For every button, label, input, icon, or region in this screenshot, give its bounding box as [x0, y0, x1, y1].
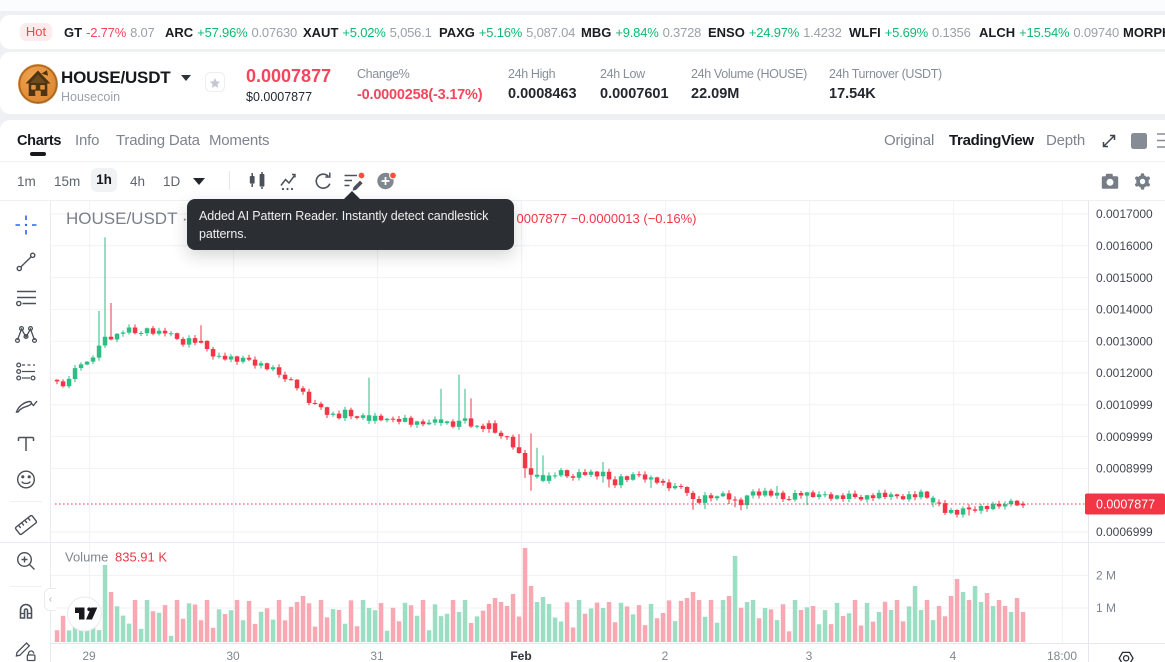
svg-text:2: 2 [662, 649, 669, 662]
svg-text:3: 3 [806, 649, 813, 662]
svg-text:0.0013000: 0.0013000 [1096, 334, 1153, 348]
svg-text:0.0017000: 0.0017000 [1096, 207, 1153, 221]
svg-text:HOUSE/USDT · 1h ·: HOUSE/USDT · 1h · [66, 209, 222, 228]
svg-text:4: 4 [950, 649, 957, 662]
svg-text:Feb: Feb [510, 649, 531, 662]
svg-text:0.0006999: 0.0006999 [1096, 525, 1153, 539]
svg-text:2 M: 2 M [1096, 569, 1116, 583]
svg-text:0.0016000: 0.0016000 [1096, 239, 1153, 253]
svg-text:0007877 −0.0000013 (−0.16%): 0007877 −0.0000013 (−0.16%) [517, 211, 697, 226]
svg-text:0.0015000: 0.0015000 [1096, 271, 1153, 285]
svg-text:29: 29 [82, 649, 96, 662]
svg-text:1 M: 1 M [1096, 601, 1116, 615]
svg-text:18:00: 18:00 [1047, 649, 1077, 662]
svg-text:30: 30 [226, 649, 240, 662]
svg-text:0.0010999: 0.0010999 [1096, 398, 1153, 412]
svg-text:31: 31 [370, 649, 384, 662]
svg-text:0.0007877: 0.0007877 [1096, 498, 1155, 512]
svg-text:0.0008999: 0.0008999 [1096, 462, 1153, 476]
svg-text:0.0012000: 0.0012000 [1096, 366, 1153, 380]
svg-text:835.91 K: 835.91 K [115, 550, 167, 565]
svg-text:Volume: Volume [65, 550, 108, 565]
svg-text:0.0009999: 0.0009999 [1096, 430, 1153, 444]
svg-text:0.0014000: 0.0014000 [1096, 303, 1153, 317]
